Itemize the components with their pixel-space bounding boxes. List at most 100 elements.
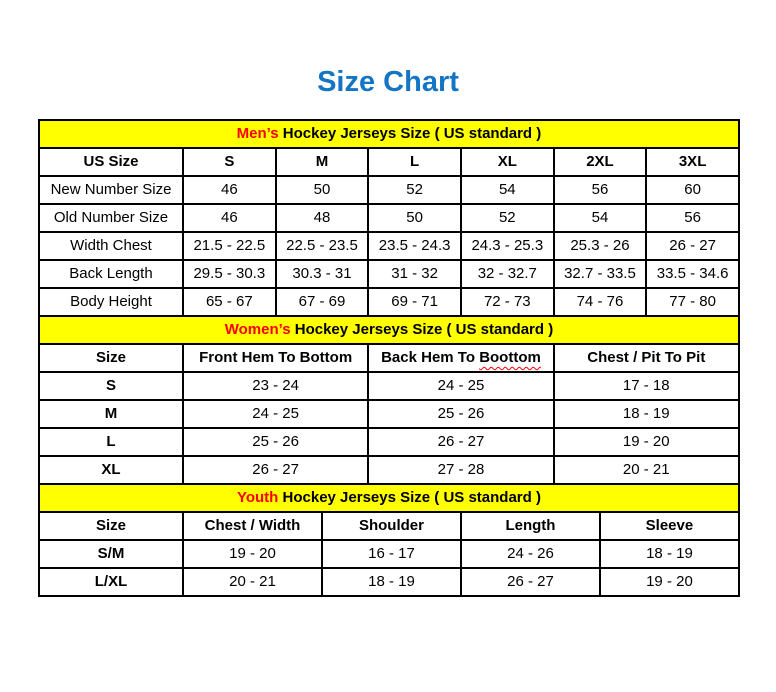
- womens-header-cell: Chest / Pit To Pit: [552, 343, 740, 373]
- mens-data-row: Old Number Size 46 48 50 52 54 56: [38, 203, 740, 233]
- womens-value-cell: 27 - 28: [367, 455, 555, 485]
- mens-header-cell: S: [182, 147, 277, 177]
- womens-header-cell: Back Hem To Boottom: [367, 343, 555, 373]
- mens-value-cell: 65 - 67: [182, 287, 277, 317]
- youth-value-cell: 19 - 20: [182, 539, 323, 569]
- womens-data-row: M 24 - 25 25 - 26 18 - 19: [38, 399, 740, 429]
- youth-header-cell: Size: [38, 511, 184, 541]
- womens-value-cell: 24 - 25: [367, 371, 555, 401]
- womens-row-label: M: [38, 399, 184, 429]
- youth-header-cell: Sleeve: [598, 511, 740, 541]
- youth-value-cell: 16 - 17: [320, 539, 462, 569]
- size-chart-table: Men’s Hockey Jerseys Size ( US standard …: [38, 119, 740, 597]
- mens-value-cell: 50: [274, 175, 370, 205]
- youth-value-cell: 24 - 26: [459, 539, 601, 569]
- youth-value-cell: 18 - 19: [598, 539, 740, 569]
- mens-value-cell: 54: [459, 175, 555, 205]
- mens-header-cell: M: [274, 147, 370, 177]
- mens-row-label: Back Length: [38, 259, 184, 289]
- mens-value-cell: 25.3 - 26: [552, 231, 648, 261]
- youth-header-cell: Chest / Width: [182, 511, 323, 541]
- womens-banner: Women’s Hockey Jerseys Size ( US standar…: [38, 315, 740, 345]
- mens-data-row: Width Chest 21.5 - 22.5 22.5 - 23.5 23.5 - …: [38, 231, 740, 261]
- mens-row-label: Width Chest: [38, 231, 184, 261]
- mens-banner: Men’s Hockey Jerseys Size ( US standard …: [38, 119, 740, 149]
- mens-value-cell: 22.5 - 23.5: [274, 231, 370, 261]
- womens-data-row: S 23 - 24 24 - 25 17 - 18: [38, 371, 740, 401]
- youth-value-cell: 26 - 27: [459, 567, 601, 597]
- page-title: Size Chart: [317, 66, 459, 98]
- mens-value-cell: 26 - 27: [645, 231, 740, 261]
- womens-value-cell: 23 - 24: [181, 371, 370, 401]
- womens-value-cell: 18 - 19: [552, 399, 740, 429]
- mens-value-cell: 32 - 32.7: [459, 259, 555, 289]
- youth-banner: Youth Hockey Jerseys Size ( US standard …: [38, 483, 740, 513]
- mens-header-cell: 2XL: [552, 147, 648, 177]
- mens-value-cell: 52: [367, 175, 462, 205]
- mens-value-cell: 60: [645, 175, 740, 205]
- mens-data-row: New Number Size 46 50 52 54 56 60: [38, 175, 740, 205]
- womens-header-text: Back Hem To: [381, 349, 480, 366]
- mens-value-cell: 46: [182, 203, 277, 233]
- womens-row-label: XL: [38, 455, 184, 485]
- womens-data-row: XL 26 - 27 27 - 28 20 - 21: [38, 455, 740, 485]
- mens-value-cell: 48: [274, 203, 370, 233]
- womens-header-cell: Front Hem To Bottom: [181, 343, 370, 373]
- womens-value-cell: 17 - 18: [552, 371, 740, 401]
- womens-banner-highlight: Women’s: [224, 321, 291, 338]
- mens-header-cell: L: [367, 147, 462, 177]
- mens-value-cell: 52: [459, 203, 555, 233]
- mens-data-row: Body Height 65 - 67 67 - 69 69 - 71 72 - 73 7…: [38, 287, 740, 317]
- mens-value-cell: 30.3 - 31: [274, 259, 370, 289]
- youth-banner-text: Hockey Jerseys Size ( US standard ): [278, 489, 541, 506]
- mens-value-cell: 54: [552, 203, 648, 233]
- mens-row-label: Body Height: [38, 287, 184, 317]
- mens-header-cell: XL: [459, 147, 555, 177]
- womens-value-cell: 25 - 26: [367, 399, 555, 429]
- womens-header-cell: Size: [38, 343, 184, 373]
- mens-value-cell: 72 - 73: [459, 287, 555, 317]
- youth-data-row: S/M 19 - 20 16 - 17 24 - 26 18 - 19: [38, 539, 740, 569]
- youth-banner-highlight: Youth: [236, 489, 279, 506]
- womens-value-cell: 26 - 27: [367, 427, 555, 457]
- youth-banner-row: Youth Hockey Jerseys Size ( US standard …: [38, 483, 740, 513]
- size-chart: Men’s Hockey Jerseys Size ( US standard …: [38, 119, 740, 597]
- mens-data-row: Back Length 29.5 - 30.3 30.3 - 31 31 - 32 32…: [38, 259, 740, 289]
- mens-row-label: Old Number Size: [38, 203, 184, 233]
- mens-header-cell: 3XL: [645, 147, 740, 177]
- mens-value-cell: 67 - 69: [274, 287, 370, 317]
- mens-value-cell: 56: [645, 203, 740, 233]
- womens-banner-row: Women’s Hockey Jerseys Size ( US standar…: [38, 315, 740, 345]
- youth-value-cell: 20 - 21: [182, 567, 323, 597]
- mens-value-cell: 56: [552, 175, 648, 205]
- youth-header-cell: Shoulder: [320, 511, 462, 541]
- womens-data-row: L 25 - 26 26 - 27 19 - 20: [38, 427, 740, 457]
- womens-value-cell: 25 - 26: [181, 427, 370, 457]
- womens-value-cell: 24 - 25: [181, 399, 370, 429]
- mens-value-cell: 23.5 - 24.3: [367, 231, 462, 261]
- youth-row-label: S/M: [38, 539, 184, 569]
- mens-banner-row: Men’s Hockey Jerseys Size ( US standard …: [38, 119, 740, 149]
- womens-banner-text: Hockey Jerseys Size ( US standard ): [290, 321, 554, 338]
- mens-value-cell: 77 - 80: [645, 287, 740, 317]
- womens-row-label: S: [38, 371, 184, 401]
- mens-header-cell: US Size: [38, 147, 184, 177]
- youth-value-cell: 19 - 20: [598, 567, 740, 597]
- youth-row-label: L/XL: [38, 567, 184, 597]
- mens-header-row: US Size S M L XL 2XL 3XL: [38, 147, 740, 177]
- mens-row-label: New Number Size: [38, 175, 184, 205]
- womens-value-cell: 26 - 27: [181, 455, 370, 485]
- mens-value-cell: 24.3 - 25.3: [459, 231, 555, 261]
- youth-header-row: Size Chest / Width Shoulder Length Sleeve: [38, 511, 740, 541]
- youth-header-cell: Length: [459, 511, 601, 541]
- mens-value-cell: 69 - 71: [367, 287, 462, 317]
- mens-value-cell: 33.5 - 34.6: [645, 259, 740, 289]
- mens-value-cell: 32.7 - 33.5: [552, 259, 648, 289]
- mens-value-cell: 50: [367, 203, 462, 233]
- womens-header-misspelled-word: Boottom: [479, 349, 541, 366]
- mens-value-cell: 31 - 32: [367, 259, 462, 289]
- womens-row-label: L: [38, 427, 184, 457]
- womens-value-cell: 20 - 21: [552, 455, 740, 485]
- mens-value-cell: 74 - 76: [552, 287, 648, 317]
